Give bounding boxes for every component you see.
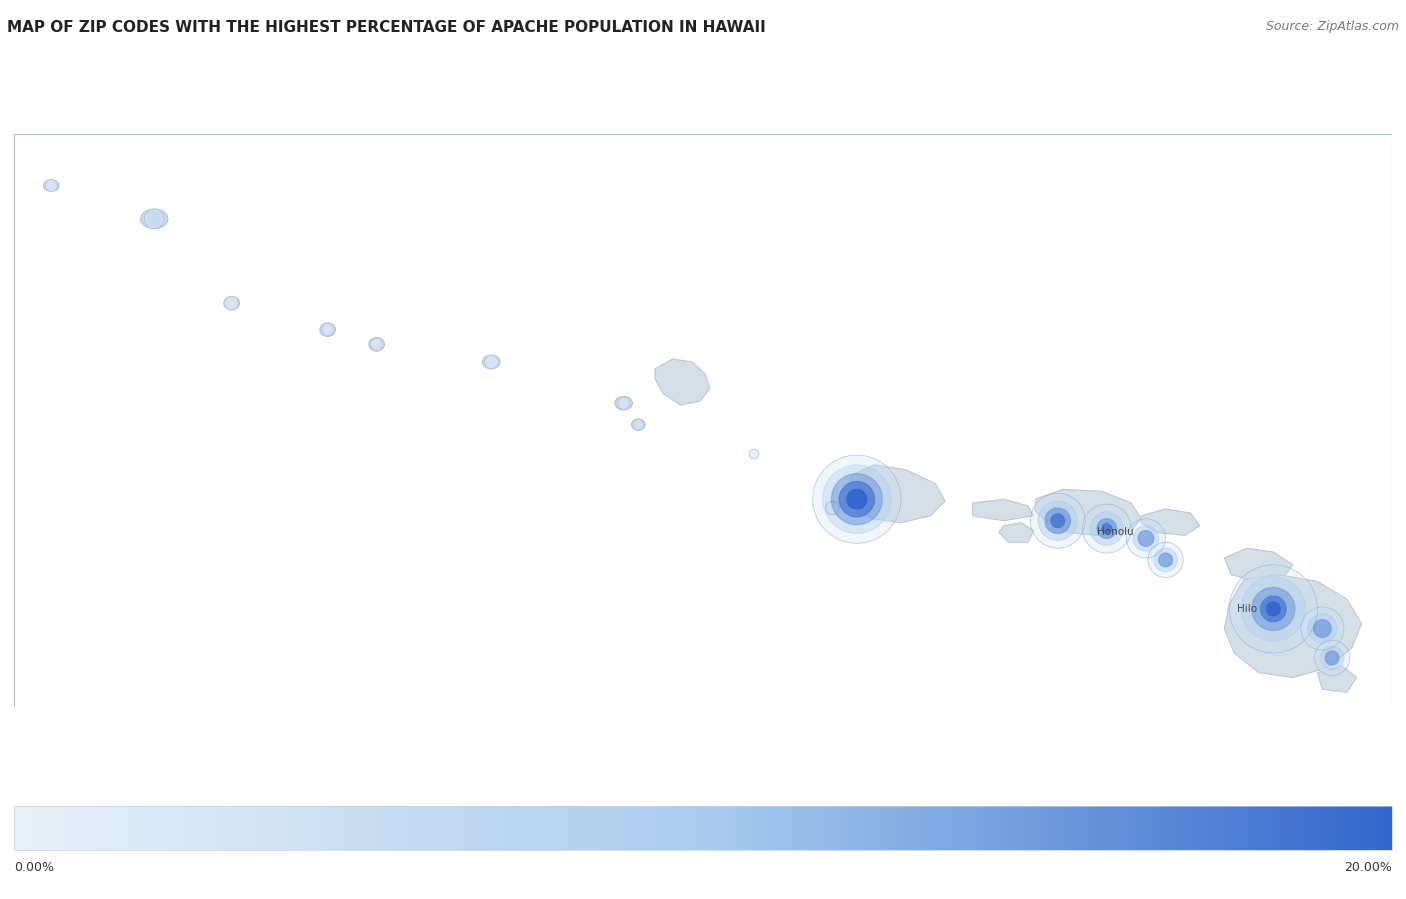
Circle shape: [145, 209, 165, 228]
Circle shape: [634, 420, 643, 430]
Circle shape: [1251, 587, 1295, 630]
Circle shape: [1090, 512, 1123, 545]
Polygon shape: [998, 522, 1033, 542]
Circle shape: [1031, 494, 1085, 548]
Circle shape: [1313, 619, 1331, 637]
Circle shape: [1301, 607, 1344, 650]
Circle shape: [1241, 576, 1306, 641]
Circle shape: [1229, 565, 1317, 653]
Circle shape: [617, 397, 630, 409]
Ellipse shape: [224, 297, 239, 310]
Polygon shape: [1225, 548, 1294, 582]
Circle shape: [839, 482, 875, 517]
Polygon shape: [1317, 666, 1357, 692]
Circle shape: [225, 297, 239, 310]
Text: Honolu: Honolu: [1097, 528, 1133, 538]
Circle shape: [1315, 640, 1350, 675]
Text: MAP OF ZIP CODES WITH THE HIGHEST PERCENTAGE OF APACHE POPULATION IN HAWAII: MAP OF ZIP CODES WITH THE HIGHEST PERCEN…: [7, 20, 766, 35]
Circle shape: [813, 455, 901, 543]
Ellipse shape: [614, 396, 633, 410]
Ellipse shape: [482, 355, 501, 369]
Circle shape: [831, 474, 883, 525]
Polygon shape: [655, 359, 710, 405]
Circle shape: [825, 501, 839, 515]
Text: Source: ZipAtlas.com: Source: ZipAtlas.com: [1265, 20, 1399, 32]
Ellipse shape: [319, 323, 336, 336]
Circle shape: [1326, 651, 1339, 664]
Circle shape: [1159, 553, 1173, 566]
Circle shape: [749, 450, 759, 459]
Polygon shape: [1142, 509, 1199, 536]
Text: 20.00%: 20.00%: [1344, 861, 1392, 874]
Circle shape: [1137, 530, 1154, 547]
Circle shape: [1147, 542, 1184, 577]
Circle shape: [1102, 524, 1112, 533]
Circle shape: [1083, 504, 1132, 553]
Polygon shape: [1225, 574, 1361, 678]
Ellipse shape: [631, 419, 645, 431]
Circle shape: [1097, 519, 1116, 539]
Circle shape: [1320, 646, 1344, 670]
Circle shape: [846, 489, 866, 509]
Circle shape: [1154, 548, 1177, 572]
Circle shape: [1038, 501, 1077, 540]
Circle shape: [1126, 519, 1166, 558]
Circle shape: [485, 355, 498, 369]
Text: Hilo: Hilo: [1237, 604, 1257, 614]
Ellipse shape: [368, 337, 384, 352]
Polygon shape: [846, 465, 945, 522]
Circle shape: [823, 465, 891, 533]
Circle shape: [371, 338, 382, 351]
Circle shape: [148, 213, 160, 225]
Polygon shape: [1035, 489, 1142, 536]
Text: 0.00%: 0.00%: [14, 861, 53, 874]
Polygon shape: [973, 499, 1033, 521]
Circle shape: [1267, 602, 1281, 616]
Circle shape: [1133, 526, 1159, 551]
Ellipse shape: [141, 209, 167, 228]
Circle shape: [1261, 596, 1286, 622]
Circle shape: [1308, 614, 1337, 643]
Circle shape: [322, 324, 333, 335]
Circle shape: [1050, 514, 1064, 528]
Ellipse shape: [44, 180, 59, 191]
Circle shape: [45, 180, 58, 191]
Circle shape: [1045, 508, 1070, 533]
